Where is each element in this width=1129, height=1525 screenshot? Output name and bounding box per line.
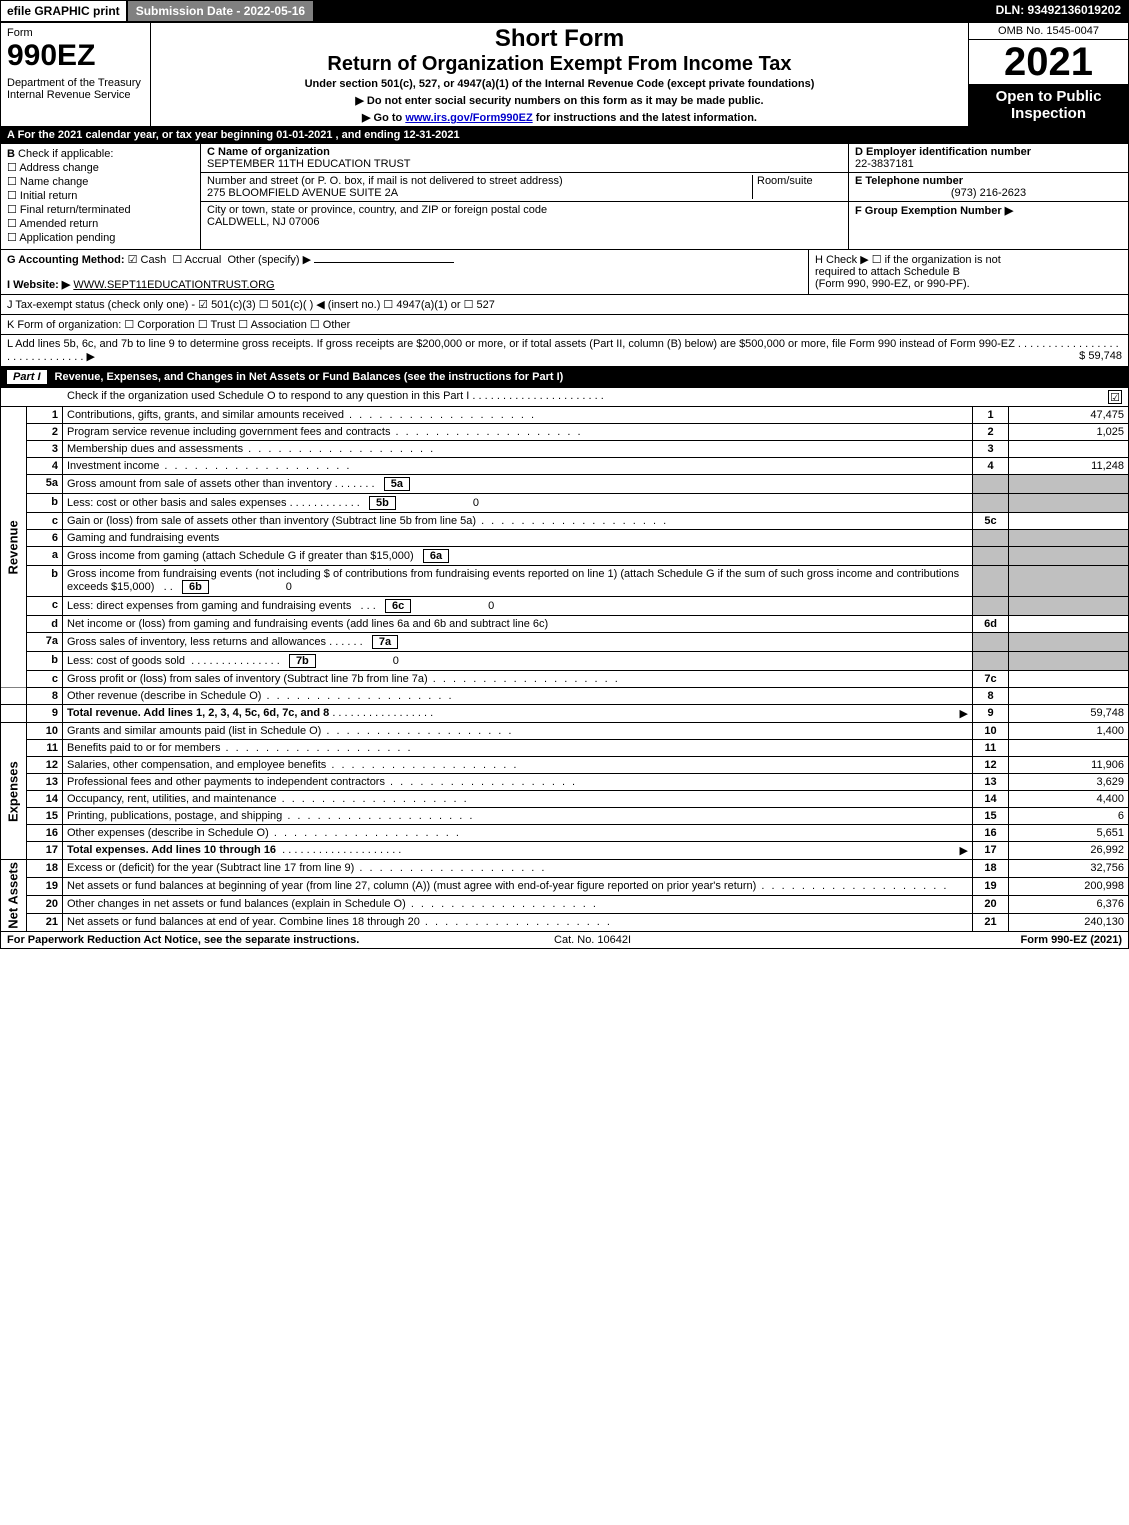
- efile-label[interactable]: efile GRAPHIC print: [0, 0, 127, 22]
- section-bcdef: B Check if applicable: ☐ Address change …: [0, 144, 1129, 250]
- irs-link[interactable]: www.irs.gov/Form990EZ: [405, 112, 532, 124]
- opt-name-change[interactable]: ☐ Name change: [7, 175, 194, 188]
- website[interactable]: WWW.SEPT11EDUCATIONTRUST.ORG: [73, 279, 274, 291]
- lines-table: Revenue 1Contributions, gifts, grants, a…: [0, 407, 1129, 932]
- department: Department of the Treasury Internal Reve…: [7, 77, 144, 101]
- line1-val: 47,475: [1009, 407, 1129, 424]
- street: 275 BLOOMFIELD AVENUE SUITE 2A: [207, 187, 398, 199]
- form-number: 990EZ: [7, 39, 144, 73]
- title-short-form: Short Form: [159, 25, 960, 53]
- gross-receipts: $ 59,748: [1079, 350, 1122, 362]
- subtitle: Under section 501(c), 527, or 4947(a)(1)…: [159, 78, 960, 90]
- opt-initial-return[interactable]: ☐ Initial return: [7, 189, 194, 202]
- dln: DLN: 93492136019202: [988, 0, 1129, 22]
- cash-check[interactable]: ☑: [128, 254, 138, 266]
- part1-header: Part I Revenue, Expenses, and Changes in…: [0, 367, 1129, 388]
- org-name: SEPTEMBER 11TH EDUCATION TRUST: [207, 158, 411, 170]
- opt-application-pending[interactable]: ☐ Application pending: [7, 231, 194, 244]
- opt-address-change[interactable]: ☐ Address change: [7, 161, 194, 174]
- footer: For Paperwork Reduction Act Notice, see …: [0, 932, 1129, 949]
- row-l: L Add lines 5b, 6c, and 7b to line 9 to …: [0, 335, 1129, 367]
- side-net-assets: Net Assets: [1, 860, 27, 932]
- top-bar: efile GRAPHIC print Submission Date - 20…: [0, 0, 1129, 22]
- tax-year: 2021: [969, 40, 1128, 84]
- section-c: C Name of organization SEPTEMBER 11TH ED…: [201, 144, 848, 249]
- part1-check-row: Check if the organization used Schedule …: [0, 388, 1129, 407]
- row-gh: G Accounting Method: ☑ Cash ☐ Accrual Ot…: [0, 250, 1129, 295]
- city-state-zip: CALDWELL, NJ 07006: [207, 216, 320, 228]
- side-expenses: Expenses: [1, 723, 27, 860]
- ein: 22-3837181: [855, 158, 914, 170]
- title-return: Return of Organization Exempt From Incom…: [159, 53, 960, 76]
- side-revenue: Revenue: [1, 407, 27, 688]
- omb-number: OMB No. 1545-0047: [969, 23, 1128, 40]
- form-label: Form: [7, 27, 144, 39]
- note-ssn: ▶ Do not enter social security numbers o…: [159, 94, 960, 107]
- part1-checkbox[interactable]: ☑: [1108, 390, 1122, 404]
- section-b: B Check if applicable: ☐ Address change …: [1, 144, 201, 249]
- row-k: K Form of organization: ☐ Corporation ☐ …: [0, 315, 1129, 335]
- note-link: ▶ Go to www.irs.gov/Form990EZ for instru…: [159, 111, 960, 124]
- telephone: (973) 216-2623: [855, 187, 1122, 199]
- row-j: J Tax-exempt status (check only one) - ☑…: [0, 295, 1129, 315]
- form-header: Form 990EZ Department of the Treasury In…: [0, 22, 1129, 127]
- open-to-public: Open to Public Inspection: [969, 84, 1128, 126]
- submission-date: Submission Date - 2022-05-16: [127, 0, 314, 22]
- row-a: A For the 2021 calendar year, or tax yea…: [0, 127, 1129, 144]
- opt-amended-return[interactable]: ☐ Amended return: [7, 217, 194, 230]
- opt-final-return[interactable]: ☐ Final return/terminated: [7, 203, 194, 216]
- section-def: D Employer identification number 22-3837…: [848, 144, 1128, 249]
